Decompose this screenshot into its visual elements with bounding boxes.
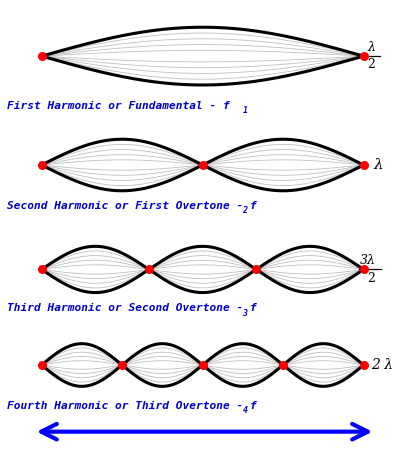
Text: Third Harmonic or Second Overtone - f: Third Harmonic or Second Overtone - f bbox=[7, 303, 256, 313]
Text: Second Harmonic or First Overtone - f: Second Harmonic or First Overtone - f bbox=[7, 201, 256, 211]
Text: 2: 2 bbox=[367, 58, 375, 72]
Text: First Harmonic or Fundamental - f: First Harmonic or Fundamental - f bbox=[7, 100, 230, 111]
Text: Fourth Harmonic or Third Overtone - f: Fourth Harmonic or Third Overtone - f bbox=[7, 400, 256, 410]
Text: 4: 4 bbox=[242, 406, 248, 415]
Text: 1: 1 bbox=[242, 106, 248, 115]
Text: λ: λ bbox=[367, 41, 375, 54]
Text: 2: 2 bbox=[242, 207, 248, 216]
Text: 2 λ: 2 λ bbox=[371, 358, 393, 372]
Text: 3λ: 3λ bbox=[360, 254, 375, 267]
Text: 3: 3 bbox=[242, 309, 248, 318]
Text: 2: 2 bbox=[367, 272, 375, 285]
Text: λ: λ bbox=[373, 158, 383, 172]
